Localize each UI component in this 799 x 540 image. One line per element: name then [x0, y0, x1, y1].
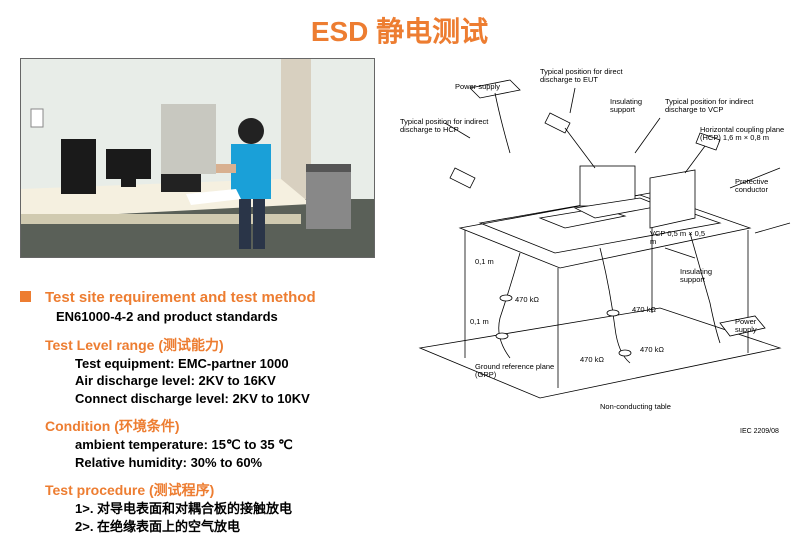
lbl-table: Non-conducting table: [600, 403, 671, 411]
esd-setup-diagram: Power supply Typical position for direct…: [400, 58, 795, 438]
photo-monitor: [106, 149, 151, 179]
photo-cart: [306, 169, 351, 229]
photo-equipment: [161, 174, 201, 192]
lbl-insul-top: Insulating support: [610, 98, 660, 115]
lbl-indirect-vcp: Typical position for indirect discharge …: [665, 98, 765, 115]
text-block: Test site requirement and test method EN…: [20, 288, 390, 535]
procedure-heading: Test procedure (测试程序): [45, 481, 390, 500]
photo-person-arm: [216, 164, 236, 173]
lbl-r2: 470 kΩ: [580, 356, 604, 364]
diagram-vcp: [650, 170, 695, 228]
lbl-dist1: 0,1 m: [475, 258, 494, 266]
lbl-indirect-hcp: Typical position for indirect discharge …: [400, 118, 500, 135]
page-title: ESD 静电测试: [0, 0, 799, 58]
diagram-cable-3: [690, 233, 720, 343]
level-section: Test Level range (测试能力) Test equipment: …: [20, 336, 390, 408]
lbl-protective: Protective conductor: [735, 178, 795, 195]
photo-panel: [161, 104, 216, 174]
condition-section: Condition (环境条件) ambient temperature: 15…: [20, 417, 390, 471]
condition-heading: Condition (环境条件): [45, 417, 390, 436]
title-text: ESD 静电测试: [311, 16, 488, 47]
bullet-icon: [20, 291, 31, 302]
photo-person-head: [238, 118, 264, 144]
lbl-r1: 470 kΩ: [515, 296, 539, 304]
lab-photo: [20, 58, 375, 258]
main-section: Test site requirement and test method: [20, 288, 390, 308]
left-column: Test site requirement and test method EN…: [20, 58, 390, 535]
condition-line-1: Relative humidity: 30% to 60%: [45, 454, 390, 472]
diagram-cable-1: [499, 253, 520, 358]
main-heading: Test site requirement and test method: [45, 288, 316, 308]
level-line-1: Air discharge level: 2KV to 16KV: [45, 372, 390, 390]
main-sub: EN61000-4-2 and product standards: [20, 308, 390, 326]
level-line-0: Test equipment: EMC-partner 1000: [45, 355, 390, 373]
lbl-r3: 470 kΩ: [632, 306, 656, 314]
photo-person-shirt: [231, 144, 271, 199]
lbl-power-bot: Power supply: [735, 318, 775, 335]
photo-outlet: [31, 109, 43, 127]
lbl-direct: Typical position for direct discharge to…: [540, 68, 650, 85]
lbl-r4: 470 kΩ: [640, 346, 664, 354]
lbl-vcp: VCP 0,5 m × 0,5 m: [650, 230, 710, 247]
lbl-hcp: Horizontal coupling plane (HCP) 1,6 m × …: [700, 126, 795, 143]
procedure-line-1: 2>. 在绝缘表面上的空气放电: [45, 518, 390, 536]
photo-pc-tower: [61, 139, 96, 194]
lbl-grp: Ground reference plane (GRP): [475, 363, 555, 380]
lbl-dist2: 0,1 m: [470, 318, 489, 326]
lbl-iec: IEC 2209/08: [740, 428, 779, 436]
level-line-2: Connect discharge level: 2KV to 10KV: [45, 390, 390, 408]
diagram-cable-2: [600, 248, 630, 363]
lbl-insul-bot: Insulating support: [680, 268, 730, 285]
procedure-section: Test procedure (测试程序) 1>. 对导电表面和对耦合板的接触放…: [20, 481, 390, 535]
lbl-power-top: Power supply: [455, 83, 500, 91]
content-area: Test site requirement and test method EN…: [0, 58, 799, 535]
level-heading: Test Level range (测试能力): [45, 336, 390, 355]
right-column: Power supply Typical position for direct…: [390, 58, 795, 535]
condition-line-0: ambient temperature: 15℃ to 35 ℃: [45, 436, 390, 454]
procedure-line-0: 1>. 对导电表面和对耦合板的接触放电: [45, 500, 390, 518]
diagram-gun-hcp: [450, 168, 475, 188]
